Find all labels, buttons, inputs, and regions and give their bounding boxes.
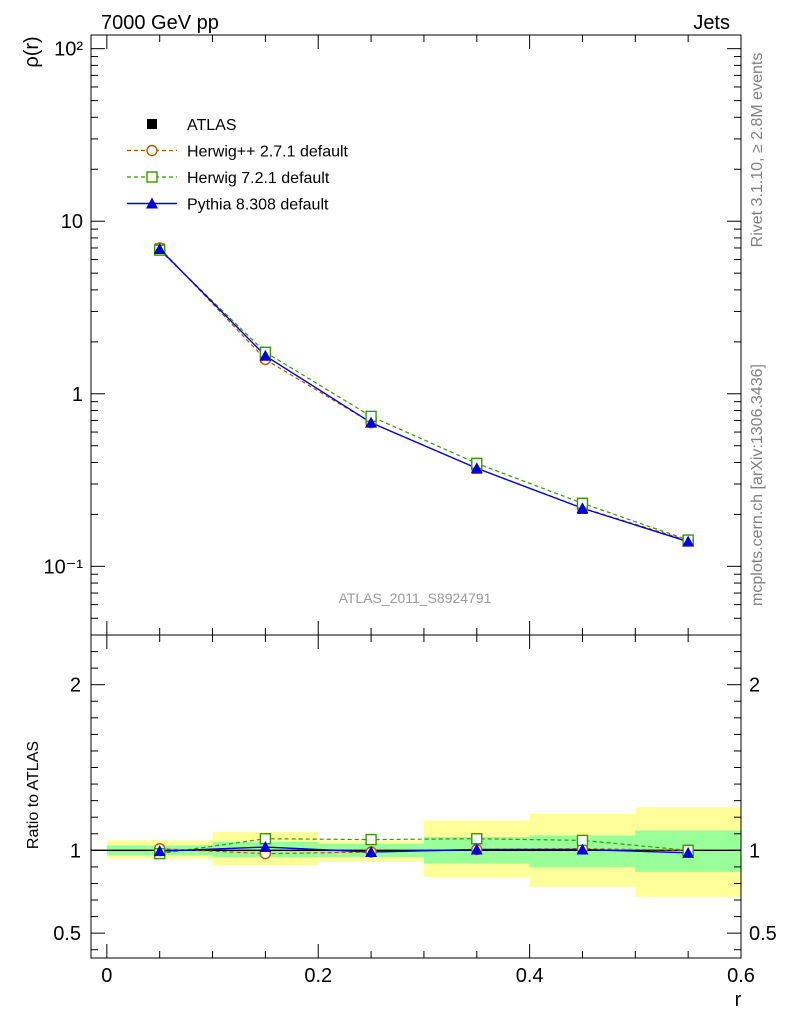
legend: ATLAS Herwig++ 2.7.1 default Herwig 7.2.1 … [127, 117, 349, 214]
ratio-data-point [682, 846, 695, 858]
x-tick-label: 0.2 [304, 965, 332, 987]
main-data-point [365, 416, 378, 428]
main-data-point [153, 243, 166, 255]
legend-entry: Pythia 8.308 default [187, 197, 329, 214]
ratio-series-line [159, 846, 689, 854]
energy-label: 7000 GeV pp [101, 12, 219, 34]
ratio-data-point [259, 841, 272, 853]
main-y-tick-label: 1 [72, 384, 83, 406]
legend-entry: Herwig++ 2.7.1 default [187, 144, 349, 161]
legend-marker [146, 171, 158, 183]
ratio-y-tick-label: 2 [70, 675, 81, 697]
main-plot-panel: 10⁻¹ 1 10 10² ATLAS_2011_S8924791 ρ(r) ATLA… [21, 34, 742, 636]
main-data-point [682, 535, 695, 547]
ratio-data-point [470, 843, 483, 855]
legend-entry: Herwig 7.2.1 default [187, 170, 330, 187]
ratio-data-point [471, 833, 483, 845]
x-tick-label: 0.4 [516, 965, 544, 987]
ratio-plot-content: 0.5 0.5 1 1 2 2 0 0.2 0.4 0.6 [53, 634, 777, 987]
main-y-axis-label: ρ(r) [21, 36, 43, 67]
x-tick-label: 0 [101, 965, 112, 987]
x-tick-label: 0.6 [727, 965, 755, 987]
x-axis-label: r [735, 989, 742, 1011]
ratio-y-tick-label-right: 2 [749, 675, 760, 697]
ratio-y-tick-label-right: 0.5 [749, 923, 777, 945]
main-series-line [159, 249, 689, 541]
ratio-plot-frame [90, 634, 742, 959]
main-data-point [576, 502, 589, 514]
ratio-data-point [365, 845, 378, 857]
legend-marker [147, 119, 157, 129]
rivet-label: Rivet 3.1.10, ≥ 2.8M events [749, 53, 766, 248]
legend-marker [146, 144, 158, 157]
ratio-series-line [159, 838, 689, 855]
process-label: Jets [693, 12, 730, 34]
main-series-line [159, 247, 689, 542]
ratio-data-point [365, 833, 377, 846]
source-label: mcplots.cern.ch [arXiv:1306.3436] [749, 364, 766, 606]
main-y-tick-label: 10 [61, 211, 83, 233]
main-plot-content: 10⁻¹ 1 10 10² [44, 34, 742, 636]
ratio-y-tick-label-right: 1 [749, 840, 760, 862]
main-data-point [259, 349, 272, 361]
ratio-plot-panel: 0.5 0.5 1 1 2 2 0 0.2 0.4 0.6 Ratio to ATLAS r [25, 634, 777, 1011]
analysis-label: ATLAS_2011_S8924791 [339, 590, 492, 606]
ratio-data-point [153, 845, 166, 857]
main-series-line [159, 248, 689, 543]
main-data-point [470, 462, 483, 474]
main-y-tick-label: 10⁻¹ [44, 556, 84, 578]
main-y-tick-label: 10² [54, 39, 83, 61]
legend-entry: ATLAS [187, 117, 237, 134]
ratio-y-tick-label: 1 [70, 840, 81, 862]
ratio-y-tick-label: 0.5 [53, 923, 81, 945]
legend-marker [146, 197, 158, 209]
ratio-data-point [576, 843, 589, 855]
ratio-y-axis-label: Ratio to ATLAS [25, 741, 42, 849]
